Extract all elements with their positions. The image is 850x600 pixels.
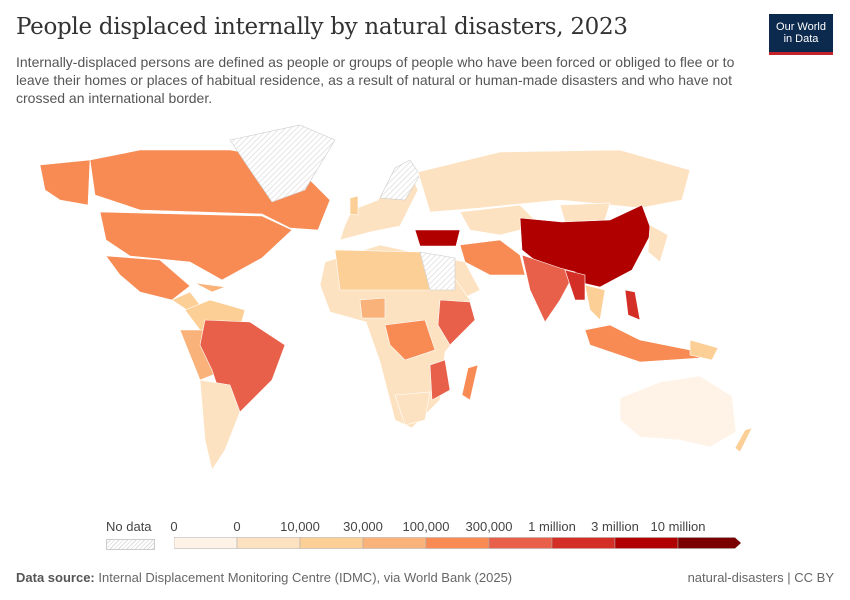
country-philippines[interactable] <box>624 289 641 321</box>
world-map <box>39 124 753 471</box>
country-egypt-libya[interactable] <box>419 251 456 291</box>
country-south-africa[interactable] <box>394 391 431 426</box>
legend-bin[interactable] <box>236 537 301 549</box>
legend-no-data-label: No data <box>106 519 152 534</box>
legend-label: 10,000 <box>280 519 320 534</box>
country-nigeria[interactable] <box>359 297 386 319</box>
legend-bin[interactable] <box>425 537 490 549</box>
legend-label: 0 <box>233 519 241 534</box>
country-argentina-chile[interactable] <box>199 379 241 471</box>
logo-line1: Our World <box>776 21 826 33</box>
license[interactable]: natural-disasters | CC BY <box>687 570 834 585</box>
country-uk[interactable] <box>349 195 359 216</box>
legend-label: 10 million <box>650 519 706 534</box>
legend-label: 1 million <box>528 519 576 534</box>
country-alaska[interactable] <box>39 159 91 206</box>
source-label: Data source: <box>16 570 95 585</box>
legend-label: 30,000 <box>343 519 383 534</box>
legend-label: 0 <box>170 519 178 534</box>
owid-logo[interactable]: Our World in Data <box>769 14 833 55</box>
country-india[interactable] <box>521 254 576 323</box>
country-north-africa[interactable] <box>334 249 431 291</box>
country-mexico[interactable] <box>105 255 191 301</box>
country-turkey[interactable] <box>414 229 461 247</box>
source-link[interactable]: Internal Displacement Monitoring Centre … <box>98 570 513 585</box>
country-usa[interactable] <box>99 211 293 281</box>
country-mozambique[interactable] <box>429 359 451 401</box>
legend-label: 3 million <box>591 519 639 534</box>
legend-bin[interactable] <box>488 537 553 549</box>
country-cuba[interactable] <box>194 282 226 293</box>
legend-bin[interactable] <box>677 537 742 549</box>
country-greenland[interactable] <box>229 124 336 203</box>
country-madagascar[interactable] <box>461 364 479 401</box>
legend-bar <box>174 537 742 549</box>
country-iran-pakistan[interactable] <box>459 239 526 276</box>
country-australia[interactable] <box>619 375 737 448</box>
logo-line2: in Data <box>783 33 819 45</box>
legend-bin[interactable] <box>551 537 616 549</box>
data-source: Data source: Internal Displacement Monit… <box>16 570 512 585</box>
legend-no-data-swatch <box>106 539 155 550</box>
legend-bin[interactable] <box>614 537 679 549</box>
legend-bin[interactable] <box>299 537 364 549</box>
legend-bin[interactable] <box>174 537 238 549</box>
page-title: People displaced internally by natural d… <box>16 14 628 40</box>
country-indonesia[interactable] <box>584 324 701 363</box>
country-bangladesh-myanmar[interactable] <box>564 269 586 301</box>
country-japan-korea[interactable] <box>647 224 669 263</box>
legend-label: 300,000 <box>465 519 513 534</box>
country-russia[interactable] <box>417 149 691 213</box>
subtitle: Internally-displaced persons are defined… <box>16 54 735 106</box>
country-se-asia[interactable] <box>584 284 606 321</box>
country-new-zealand[interactable] <box>734 427 753 453</box>
legend-bin[interactable] <box>362 537 427 549</box>
country-mongolia[interactable] <box>559 202 611 223</box>
legend-label: 100,000 <box>402 519 450 534</box>
country-ethiopia-somalia[interactable] <box>437 299 476 346</box>
country-scandinavia[interactable] <box>379 159 421 201</box>
country-papua[interactable] <box>689 339 719 361</box>
country-kazakhstan[interactable] <box>459 204 541 236</box>
country-drc[interactable] <box>384 319 436 361</box>
